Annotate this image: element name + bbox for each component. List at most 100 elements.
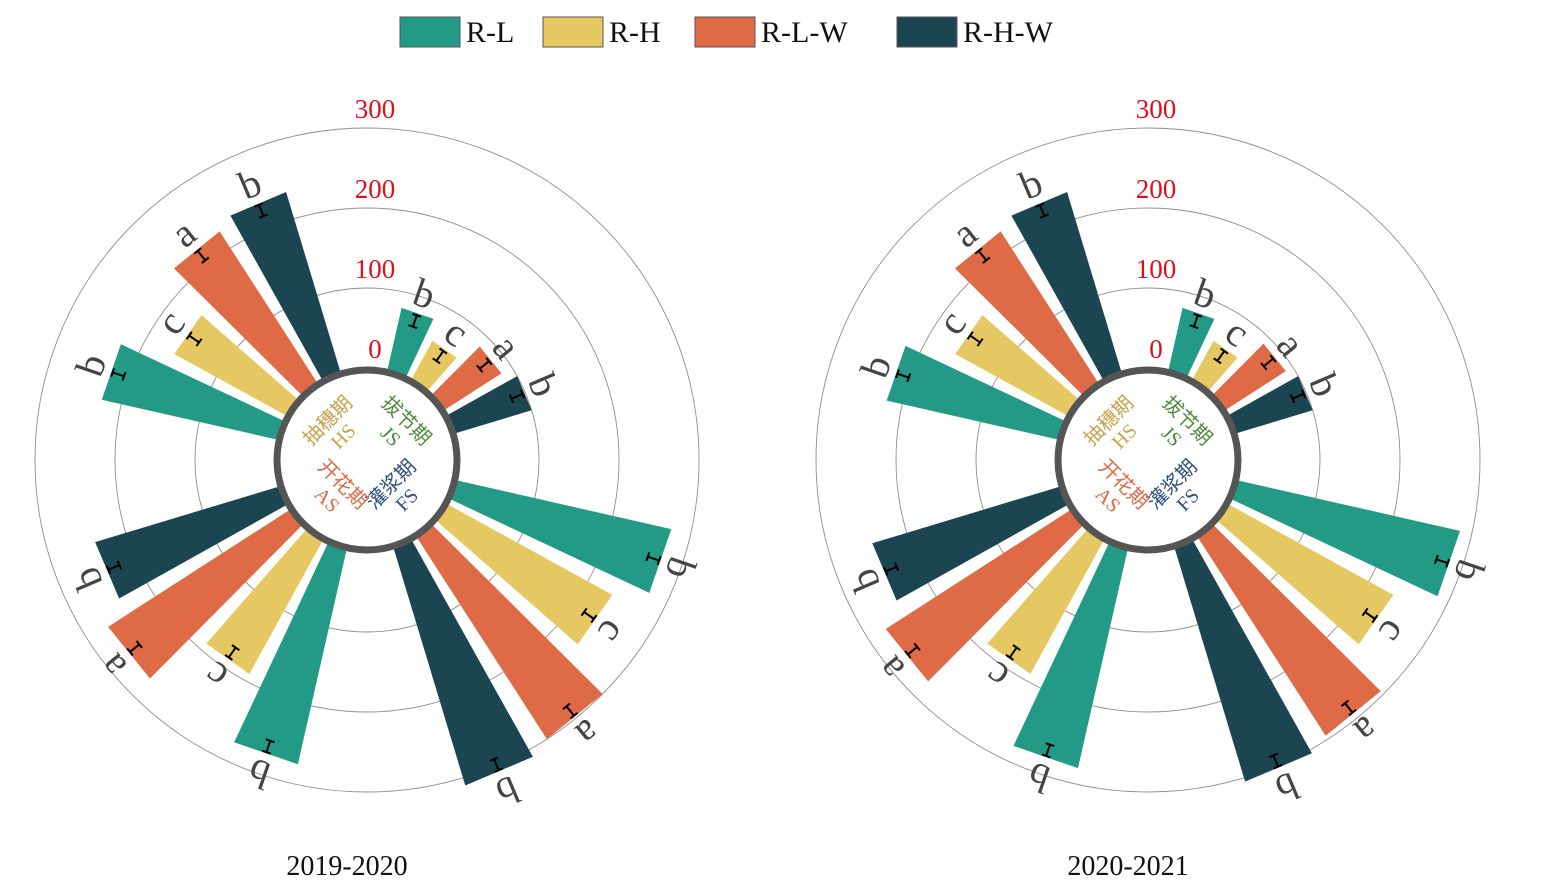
error-bar: [1213, 347, 1229, 365]
significance-letter: c: [147, 302, 194, 342]
error-bar: [261, 738, 275, 755]
legend-swatch-r-l-w: [694, 16, 756, 48]
bar-r-h-w-js: [1228, 376, 1313, 434]
radial-tick-label: 200: [1136, 174, 1177, 204]
grid-circle-2: [114, 207, 620, 713]
error-bar: [224, 644, 240, 661]
error-bar: [185, 331, 203, 347]
significance-letter: b: [490, 767, 526, 816]
hub-background: [277, 370, 457, 550]
error-bar: [1260, 354, 1277, 371]
error-bar: [1005, 644, 1021, 661]
legend-label-r-l: R-L: [466, 16, 514, 49]
grid-circle-3: [34, 127, 700, 793]
error-bar: [193, 247, 210, 264]
panel-title: 2020-2021: [1067, 851, 1188, 882]
bar-r-l-w-js: [1212, 343, 1286, 411]
error-bar: [580, 607, 598, 624]
error-bar: [432, 347, 448, 365]
bar-r-l-w-hs: [954, 231, 1099, 396]
bar-r-h-w-as: [95, 486, 287, 599]
significance-letter: b: [840, 562, 889, 598]
bar-r-l-as: [1013, 543, 1128, 769]
radial-tick-label: 200: [355, 174, 396, 204]
chart-panels: bbbbccccaaaabbbb拔节期JS灌浆期FS开花期AS抽穗期HS0100…: [34, 94, 1494, 882]
bar-r-l-fs: [1231, 480, 1461, 597]
significance-letter: c: [1217, 309, 1257, 356]
panel-title: 2019-2020: [286, 851, 407, 882]
panel-2020-2021: bbbbccccaaaabbbb拔节期JS灌浆期FS开花期AS抽穗期HS0100…: [815, 94, 1494, 882]
legend-label-r-h-w: R-H-W: [963, 16, 1054, 49]
bar-r-h-fs: [436, 504, 613, 645]
significance-letter: c: [976, 653, 1016, 700]
radial-tick-label: 100: [1136, 254, 1177, 284]
significance-letter: a: [1346, 707, 1388, 753]
significance-letter: c: [1370, 612, 1417, 652]
legend-swatch-r-h: [542, 16, 604, 48]
bar-r-h-as: [206, 529, 323, 674]
error-bar: [110, 367, 127, 381]
error-bar: [476, 357, 493, 373]
error-bar: [489, 756, 504, 773]
bar-r-l-hs: [101, 344, 284, 440]
significance-letter: b: [656, 551, 705, 585]
legend: R-L R-H R-L-W R-H-W: [399, 16, 1054, 49]
grid-circle-1: [194, 287, 540, 633]
error-bar: [1289, 389, 1307, 404]
error-bar: [1268, 752, 1283, 770]
hub-ring: [1054, 366, 1242, 554]
significance-letter: c: [436, 309, 476, 356]
significance-letter: b: [408, 269, 442, 318]
bar-r-h-fs: [1217, 504, 1394, 645]
bar-r-l-w-fs: [1197, 524, 1381, 736]
radial-tick-label: 100: [355, 254, 396, 284]
error-bar: [1433, 554, 1451, 568]
bar-r-h-as: [987, 529, 1104, 674]
significance-letter: b: [851, 349, 900, 383]
bar-r-h-w-fs: [393, 540, 533, 786]
bar-r-h-w-js: [447, 376, 532, 434]
significance-letter: b: [1300, 367, 1349, 403]
legend-label-r-h: R-H: [609, 16, 661, 49]
significance-letter: b: [63, 561, 112, 597]
bar-r-l-as: [234, 543, 347, 765]
significance-letter: c: [589, 612, 636, 652]
error-bar: [126, 640, 143, 657]
error-bar: [904, 642, 921, 659]
bar-r-h-w-hs: [1011, 191, 1122, 380]
radial-tick-label: 0: [368, 334, 382, 364]
legend-swatch-r-l: [399, 16, 461, 48]
bar-r-l-js: [1168, 307, 1215, 377]
error-bar: [1340, 699, 1357, 717]
error-bar: [105, 560, 123, 575]
bar-r-h-hs: [955, 315, 1079, 416]
error-bar: [1035, 202, 1049, 219]
bar-r-l-fs: [450, 480, 672, 593]
legend-swatch-r-h-w: [896, 16, 958, 48]
bar-r-h-w-as: [872, 486, 1068, 601]
radial-tick-label: 300: [1136, 94, 1177, 124]
hub-ring: [273, 366, 461, 554]
significance-letter: b: [1013, 159, 1049, 208]
significance-letter: b: [242, 749, 276, 798]
significance-letter: b: [1445, 554, 1494, 588]
bar-r-l-w-as: [885, 509, 1084, 682]
significance-letter: c: [195, 653, 235, 700]
hub-background: [1058, 370, 1238, 550]
bar-r-l-w-fs: [416, 524, 603, 740]
error-bar: [1361, 607, 1379, 624]
error-bar: [1041, 742, 1055, 759]
legend-label-r-l-w: R-L-W: [761, 16, 848, 49]
error-bar: [974, 247, 991, 264]
grid-circle-1: [975, 287, 1321, 633]
error-bar: [895, 369, 912, 383]
significance-letter: a: [484, 326, 530, 368]
grid-circle-3: [815, 127, 1481, 793]
significance-letter: b: [232, 159, 268, 208]
bar-r-l-hs: [886, 345, 1065, 440]
error-bar: [1189, 312, 1203, 330]
significance-letter: b: [66, 348, 115, 382]
significance-letter: b: [1269, 763, 1305, 812]
bar-r-l-w-js: [431, 346, 502, 411]
panel-2019-2020: bbbbccccaaaabbbb拔节期JS灌浆期FS开花期AS抽穗期HS0100…: [34, 94, 705, 882]
